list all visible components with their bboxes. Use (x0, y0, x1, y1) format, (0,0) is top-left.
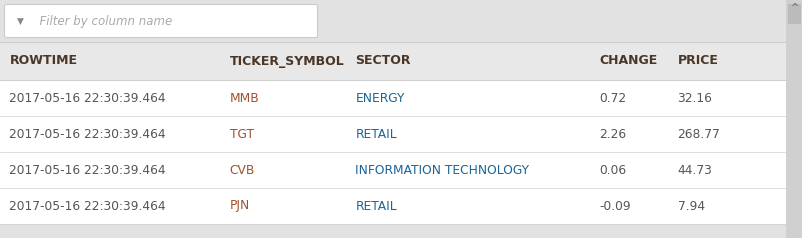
Text: 44.73: 44.73 (677, 164, 711, 177)
Text: INFORMATION TECHNOLOGY: INFORMATION TECHNOLOGY (354, 164, 529, 177)
Text: PRICE: PRICE (677, 55, 718, 68)
Text: Filter by column name: Filter by column name (32, 15, 172, 28)
Text: ^: ^ (789, 3, 797, 13)
Text: RETAIL: RETAIL (354, 128, 396, 140)
Text: ENERGY: ENERGY (354, 91, 404, 104)
Text: ▼: ▼ (17, 16, 23, 25)
Bar (0, 0, 785, 42)
Text: 0.72: 0.72 (598, 91, 626, 104)
Text: 2017-05-16 22:30:39.464: 2017-05-16 22:30:39.464 (10, 199, 166, 213)
Text: 268.77: 268.77 (677, 128, 719, 140)
Bar (787, 4, 800, 24)
Text: CVB: CVB (229, 164, 254, 177)
Text: 0.06: 0.06 (598, 164, 626, 177)
Text: PJN: PJN (229, 199, 249, 213)
Bar (785, 0, 802, 238)
Text: 2017-05-16 22:30:39.464: 2017-05-16 22:30:39.464 (10, 91, 166, 104)
Text: SECTOR: SECTOR (354, 55, 411, 68)
Text: -0.09: -0.09 (598, 199, 630, 213)
Text: 2.26: 2.26 (598, 128, 626, 140)
Text: ROWTIME: ROWTIME (10, 55, 77, 68)
Bar (0, 80, 785, 224)
Text: RETAIL: RETAIL (354, 199, 396, 213)
Text: 32.16: 32.16 (677, 91, 711, 104)
Bar (0, 42, 785, 80)
Text: TGT: TGT (229, 128, 253, 140)
FancyBboxPatch shape (5, 5, 317, 38)
Text: CHANGE: CHANGE (598, 55, 656, 68)
Text: 2017-05-16 22:30:39.464: 2017-05-16 22:30:39.464 (10, 128, 166, 140)
Text: MMB: MMB (229, 91, 259, 104)
Text: 7.94: 7.94 (677, 199, 704, 213)
Text: 2017-05-16 22:30:39.464: 2017-05-16 22:30:39.464 (10, 164, 166, 177)
Text: TICKER_SYMBOL: TICKER_SYMBOL (229, 55, 344, 68)
